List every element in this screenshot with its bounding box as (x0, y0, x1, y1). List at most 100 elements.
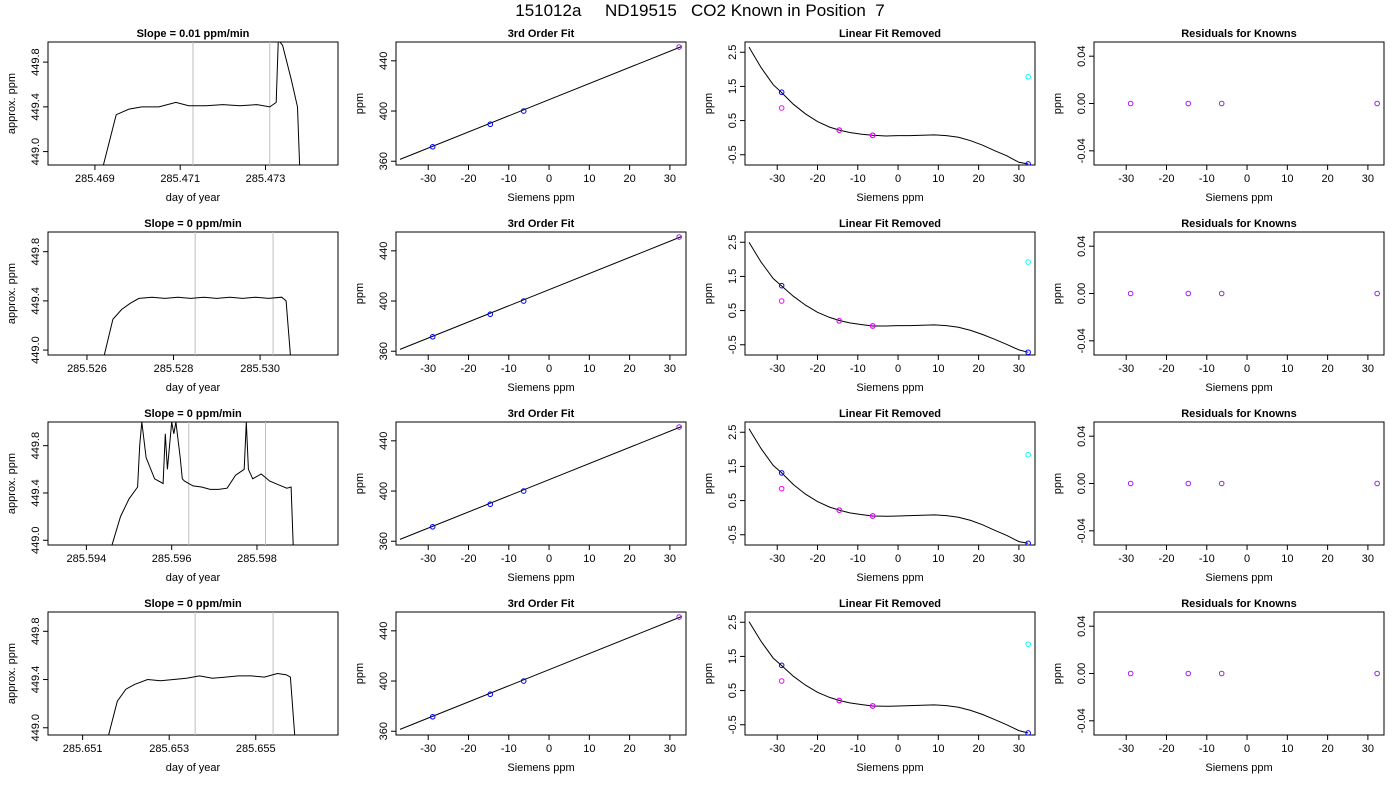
y-axis-label: approx. ppm (6, 73, 18, 134)
x-tick-label: 30 (664, 363, 676, 375)
x-tick-label: 0 (895, 173, 901, 185)
series-line (103, 296, 291, 355)
data-point (1025, 259, 1031, 265)
y-axis-label: ppm (354, 473, 366, 494)
y-tick-label: 2.5 (727, 425, 739, 440)
data-point (676, 614, 682, 620)
x-tick-label: 0 (1244, 553, 1250, 565)
x-tick-label: 285.469 (75, 173, 115, 185)
panel-title: Linear Fit Removed (839, 408, 941, 420)
data-point (778, 678, 785, 684)
data-point (778, 662, 785, 669)
y-tick-label: 449.0 (30, 336, 42, 364)
y-tick-label: -0.5 (727, 145, 739, 164)
data-point (1025, 641, 1031, 647)
y-tick-label: -0.04 (1076, 518, 1088, 543)
chart-panel-linear-removed-row-2: Linear Fit Removed Siemens ppm ppm -30 -20 -1… (703, 408, 1036, 584)
data-point (1374, 670, 1380, 677)
panel-title: Linear Fit Removed (839, 28, 941, 40)
data-point (429, 144, 436, 150)
y-tick-label: 360 (378, 152, 390, 170)
x-axis-label: Siemens ppm (856, 572, 923, 584)
x-tick-label: -10 (850, 553, 866, 565)
y-tick-label: 449.8 (30, 48, 42, 76)
x-axis-label: Siemens ppm (507, 382, 574, 394)
plot-area (399, 424, 683, 540)
chart-panel-fit-row-2: 3rd Order Fit Siemens ppm ppm -30 -20 -10 0 10 2… (354, 408, 687, 584)
chart-panel-linear-removed-row-0: Linear Fit Removed Siemens ppm ppm -30 -20 -1… (703, 28, 1036, 204)
data-point (1127, 670, 1134, 677)
x-tick-label: 0 (895, 553, 901, 565)
plot-area (1127, 670, 1380, 677)
x-tick-label: -20 (810, 553, 826, 565)
x-tick-label: 0 (546, 743, 552, 755)
data-point (1025, 74, 1031, 80)
x-tick-label: 20 (972, 173, 984, 185)
fit-curve (748, 621, 1029, 734)
y-tick-label: -0.5 (727, 335, 739, 354)
plot-area (399, 234, 683, 350)
y-tick-label: 2.5 (727, 45, 739, 60)
panel-title: 3rd Order Fit (508, 598, 575, 610)
x-tick-label: -30 (420, 553, 436, 565)
x-tick-label: 30 (1013, 363, 1025, 375)
x-tick-label: 30 (1013, 173, 1025, 185)
x-tick-label: 20 (972, 743, 984, 755)
x-tick-label: -10 (1199, 363, 1215, 375)
data-point (1025, 730, 1031, 735)
x-tick-label: 30 (1013, 743, 1025, 755)
panel-title: Residuals for Knowns (1181, 598, 1297, 610)
x-tick-label: -10 (850, 743, 866, 755)
y-tick-label: 0.00 (1076, 663, 1088, 684)
data-point (1374, 100, 1380, 107)
x-tick-label: 10 (1281, 173, 1293, 185)
data-point (520, 108, 527, 114)
fit-curve (399, 235, 683, 350)
plot-area (399, 614, 683, 730)
panel-title: Linear Fit Removed (839, 598, 941, 610)
x-tick-label: -30 (420, 743, 436, 755)
data-point (778, 105, 785, 111)
panel-title: Slope = 0 ppm/min (144, 408, 242, 420)
plot-area (748, 46, 1031, 165)
chart-panel-residuals-row-3: Residuals for Knowns Siemens ppm ppm -30 -20… (1052, 598, 1385, 774)
chart-panel-residuals-row-1: Residuals for Knowns Siemens ppm ppm -30 -20… (1052, 218, 1385, 394)
x-tick-label: 10 (1281, 553, 1293, 565)
data-point (1218, 670, 1225, 677)
plot-area (399, 44, 683, 160)
data-point (778, 485, 785, 492)
data-point (429, 334, 436, 340)
y-axis-label: ppm (703, 473, 715, 494)
x-tick-label: -10 (501, 743, 517, 755)
x-tick-label: 0 (895, 363, 901, 375)
y-tick-label: 400 (378, 102, 390, 120)
chart-panel-timeseries-row-2: Slope = 0 ppm/min day of year approx. ppm 2… (6, 408, 339, 584)
y-tick-label: -0.04 (1076, 328, 1088, 353)
x-tick-label: 30 (664, 743, 676, 755)
data-point (429, 714, 436, 720)
panel-title: Linear Fit Removed (839, 218, 941, 230)
plot-frame (744, 231, 1036, 356)
x-tick-label: 10 (583, 363, 595, 375)
data-point (520, 488, 527, 494)
panel-title: Residuals for Knowns (1181, 28, 1297, 40)
x-tick-label: -30 (1118, 363, 1134, 375)
x-tick-label: 285.653 (149, 743, 189, 755)
data-point (1185, 670, 1192, 677)
chart-panel-timeseries-row-0: Slope = 0.01 ppm/min day of year approx. p… (6, 28, 339, 204)
x-tick-label: 285.598 (237, 553, 277, 565)
data-point (487, 121, 494, 128)
y-tick-label: 0.04 (1076, 235, 1088, 256)
plot-area (1127, 100, 1380, 107)
data-point (778, 298, 785, 304)
x-tick-label: -20 (461, 363, 477, 375)
data-point (520, 678, 527, 684)
fit-curve (748, 242, 1029, 353)
y-tick-label: 0.04 (1076, 615, 1088, 636)
x-tick-label: 20 (972, 553, 984, 565)
x-tick-label: -30 (769, 363, 785, 375)
fit-curve (748, 428, 1029, 544)
data-point (676, 234, 682, 240)
plot-area (111, 422, 294, 545)
x-tick-label: 30 (1362, 553, 1374, 565)
